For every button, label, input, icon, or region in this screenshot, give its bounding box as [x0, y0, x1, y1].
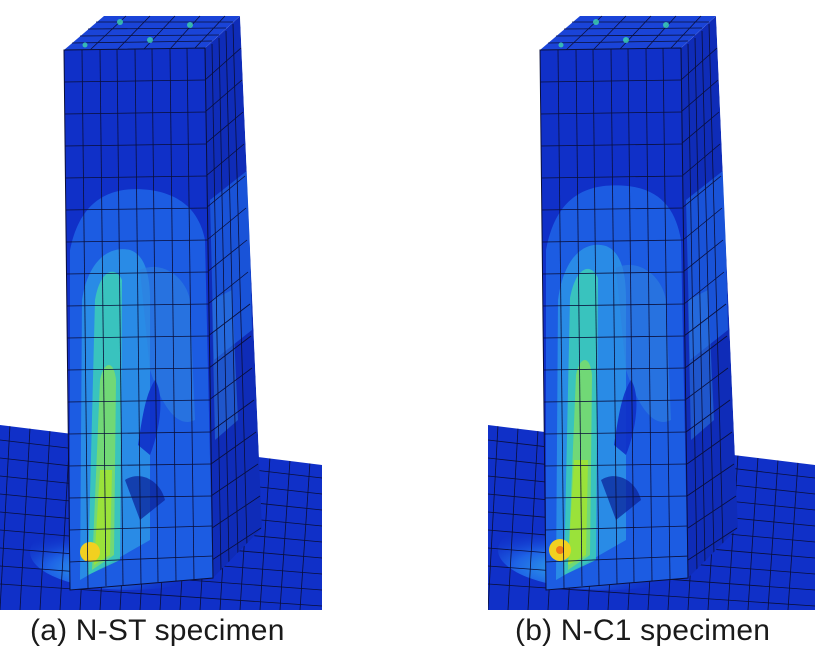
caption-a: (a) N-ST specimen — [30, 614, 285, 647]
caption-b: (b) N-C1 specimen — [515, 614, 771, 647]
column-front-a — [64, 48, 213, 590]
column-side-b — [681, 16, 738, 578]
column-front-b — [540, 48, 688, 590]
panel-b-simulation — [488, 0, 815, 659]
top-hotspots-b — [558, 19, 669, 48]
fe-model-n-st — [0, 15, 322, 610]
fe-model-n-c1 — [488, 15, 815, 610]
panel-a-simulation — [0, 0, 330, 659]
top-hotspots-a — [82, 19, 193, 48]
column-side-a — [205, 16, 262, 578]
